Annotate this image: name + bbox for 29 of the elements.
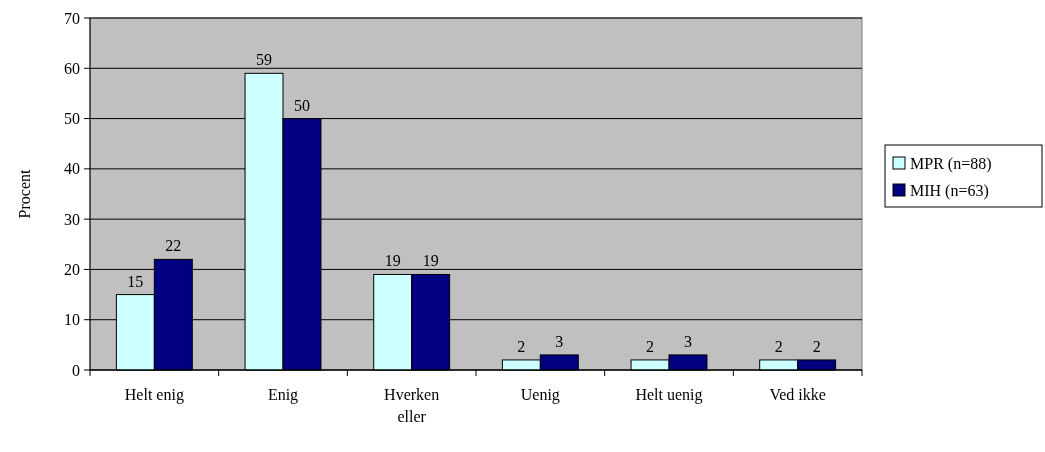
legend-label: MPR (n=88): [910, 154, 992, 173]
data-label: 2: [812, 337, 821, 355]
y-tick-label: 30: [64, 210, 80, 228]
data-label: 19: [422, 252, 439, 270]
x-tick-label: Helt enig: [124, 386, 184, 404]
x-tick-label: Ved ikke: [769, 386, 826, 403]
y-tick-label: 10: [64, 311, 80, 329]
data-label: 50: [293, 96, 310, 114]
y-tick-label: 50: [64, 110, 80, 128]
y-axis-title: Procent: [16, 169, 33, 219]
data-label: 2: [774, 337, 783, 355]
data-label: 2: [646, 337, 655, 355]
x-tick-label: Helt uenig: [635, 386, 703, 404]
data-label: 19: [384, 252, 401, 270]
y-tick-label: 70: [64, 9, 80, 27]
data-label: 22: [165, 237, 182, 255]
y-tick-label: 60: [64, 59, 80, 77]
x-tick-label: Uenig: [520, 386, 560, 404]
data-label: 3: [683, 332, 692, 350]
data-label: 2: [517, 337, 526, 355]
data-label: 15: [127, 272, 144, 290]
legend-label: MIH (n=63): [910, 181, 989, 200]
x-tick-label: Hverken eller: [384, 386, 440, 425]
data-label: 59: [256, 51, 273, 69]
y-tick-label: 20: [64, 261, 80, 279]
y-tick-label: 0: [72, 361, 80, 379]
data-label: 3: [555, 332, 564, 350]
x-tick-label: Enig: [267, 386, 299, 404]
y-tick-label: 40: [64, 160, 80, 178]
